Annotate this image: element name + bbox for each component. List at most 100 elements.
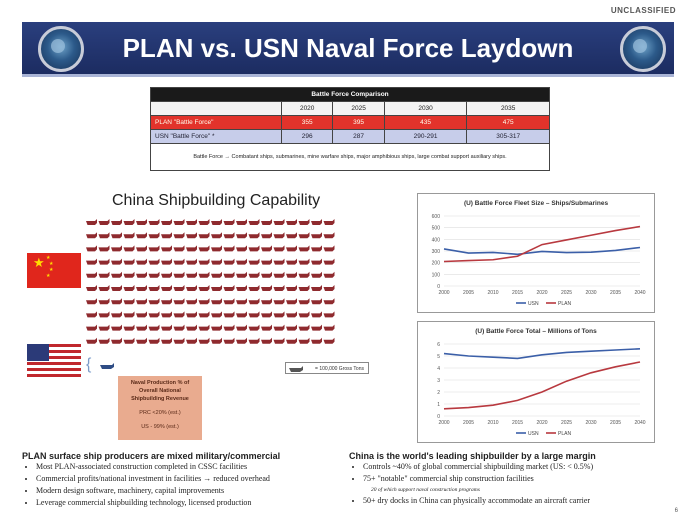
- china-ship-icon: [311, 245, 322, 252]
- china-ship-icon: [111, 285, 122, 291]
- china-ship-icon: [286, 298, 297, 305]
- china-ship-icon: [223, 311, 235, 318]
- china-ship-icon: [223, 337, 235, 344]
- x-tick-label: 2010: [487, 290, 498, 296]
- china-ship-icon: [173, 258, 185, 265]
- china-ship-icon: [123, 298, 135, 305]
- china-ship-icon: [311, 324, 322, 331]
- china-ship-icon: [261, 311, 272, 318]
- china-ship-icon: [198, 258, 210, 265]
- china-ship-icon: [261, 285, 272, 291]
- tonnage-legend: = 100,000 Gross Tons: [285, 362, 369, 374]
- table-row-plan: PLAN "Battle Force" 355 395 435 475: [150, 115, 550, 130]
- china-ship-icon: [236, 337, 247, 344]
- china-ship-icon: [148, 298, 160, 305]
- x-tick-label: 2040: [634, 420, 645, 426]
- china-ship-icon: [261, 337, 272, 344]
- china-ship-icon: [173, 337, 185, 344]
- list-item: Commercial profits/national investment i…: [36, 473, 342, 485]
- china-ship-icon: [161, 324, 172, 331]
- us-share: US - 99% (est.): [141, 424, 179, 430]
- china-ship-icon: [286, 271, 297, 278]
- china-ship-icon: [273, 285, 285, 291]
- china-ship-icon: [111, 232, 122, 239]
- china-ship-icon: [86, 285, 97, 291]
- china-ship-icon: [261, 245, 272, 252]
- table-cell: 296: [280, 129, 334, 144]
- china-ship-icon: [86, 271, 97, 278]
- y-tick-label: 2: [437, 390, 440, 396]
- china-ship-icon-grid: [86, 219, 335, 344]
- classification-marking: UNCLASSIFIED: [610, 6, 676, 15]
- china-ship-icon: [111, 219, 122, 225]
- title-banner: PLAN vs. USN Naval Force Laydown: [22, 22, 674, 77]
- china-ship-icon: [261, 271, 272, 278]
- china-ship-icon: [248, 324, 260, 331]
- china-ship-icon: [236, 311, 247, 318]
- china-ship-icon: [211, 258, 222, 265]
- china-ship-icon: [223, 298, 235, 305]
- chart-title: (U) Battle Force Fleet Size – Ships/Subm…: [463, 200, 609, 207]
- china-ship-icon: [236, 285, 247, 291]
- x-tick-label: 2005: [463, 290, 474, 296]
- china-ship-icon: [86, 337, 97, 344]
- china-ship-icon: [98, 324, 110, 331]
- china-ship-icon: [186, 324, 197, 331]
- china-ship-icon: [111, 337, 122, 344]
- y-tick-label: 300: [432, 249, 441, 255]
- china-ship-icon: [123, 311, 135, 318]
- china-ship-icon: [136, 298, 147, 305]
- china-ship-icon: [273, 337, 285, 344]
- china-ship-icon: [311, 219, 322, 225]
- china-ship-icon: [198, 245, 210, 252]
- table-cell: 290-291: [383, 129, 468, 144]
- china-ship-icon: [223, 219, 235, 225]
- china-ship-icon: [286, 311, 297, 318]
- china-ship-icon: [86, 258, 97, 265]
- china-ship-icon: [111, 258, 122, 265]
- china-ship-icon: [173, 232, 185, 239]
- china-ship-icon: [248, 219, 260, 225]
- china-ship-icon: [311, 232, 322, 239]
- y-tick-label: 0: [437, 414, 440, 420]
- china-ship-icon: [248, 285, 260, 291]
- china-ship-icon: [323, 245, 335, 252]
- china-ship-icon: [248, 271, 260, 278]
- china-ship-icon: [186, 245, 197, 252]
- year-cell: 2025: [332, 101, 385, 116]
- china-ship-icon: [98, 232, 110, 239]
- tonnage-chart: 0 1 2 3 4 5 6 2000 2005 2010 2015 2020 2025 2030 2035 2…: [437, 342, 646, 437]
- china-ship-icon: [186, 337, 197, 344]
- y-tick-label: 3: [437, 378, 440, 384]
- china-ship-icon: [173, 271, 185, 278]
- x-tick-label: 2005: [463, 420, 474, 426]
- china-ship-icon: [148, 245, 160, 252]
- china-ship-icon: [211, 324, 222, 331]
- china-ship-icon: [186, 232, 197, 239]
- china-ship-icon: [298, 271, 310, 278]
- x-tick-label: 2030: [585, 420, 596, 426]
- x-tick-label: 2020: [536, 420, 547, 426]
- bottom-left-section: PLAN surface ship producers are mixed mi…: [22, 451, 342, 509]
- china-ship-icon: [298, 311, 310, 318]
- x-tick-label: 2000: [438, 290, 449, 296]
- china-ship-icon: [311, 298, 322, 305]
- china-ship-icon: [311, 311, 322, 318]
- china-ship-icon: [186, 311, 197, 318]
- china-ship-icon: [198, 219, 210, 225]
- section-heading: PLAN surface ship producers are mixed mi…: [22, 451, 281, 461]
- china-ship-icon: [161, 258, 172, 265]
- china-ship-icon: [298, 285, 310, 291]
- china-ship-icon: [248, 258, 260, 265]
- y-tick-label: 100: [432, 272, 441, 278]
- china-ship-icon: [198, 311, 210, 318]
- china-ship-icon: [198, 298, 210, 305]
- china-ship-icon: [136, 219, 147, 225]
- y-tick-label: 1: [437, 402, 440, 408]
- series-line-usn: [443, 246, 641, 256]
- china-ship-icon: [236, 271, 247, 278]
- china-ship-icon: [148, 311, 160, 318]
- china-ship-icon: [236, 219, 247, 225]
- china-ship-icon: [111, 245, 122, 252]
- china-ship-icon: [298, 219, 310, 225]
